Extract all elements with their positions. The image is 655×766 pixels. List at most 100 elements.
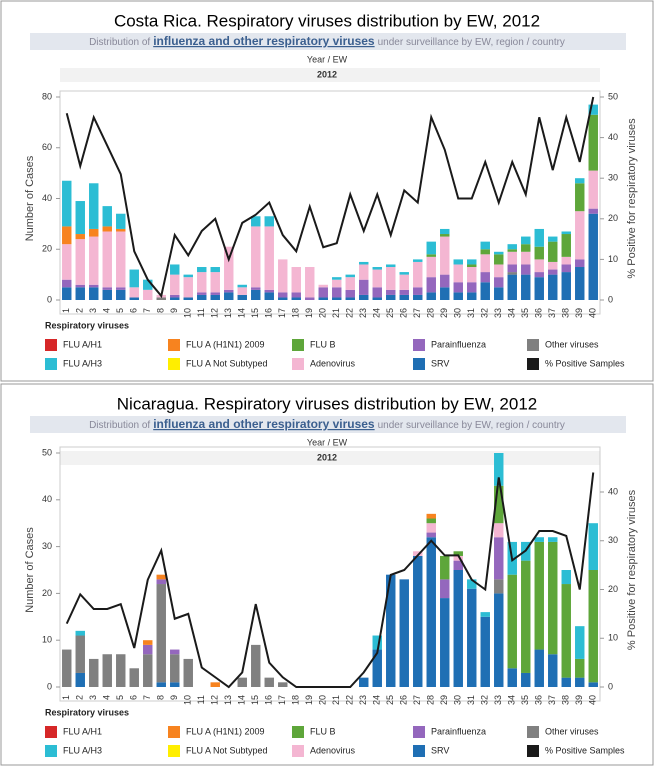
subtitle-band bbox=[30, 416, 626, 433]
x-tick-label: 2 bbox=[75, 308, 85, 313]
bar-segment bbox=[588, 523, 598, 570]
bar-segment bbox=[278, 682, 288, 687]
x-tick-label: 11 bbox=[196, 695, 206, 704]
legend-swatch bbox=[527, 745, 539, 757]
x-tick-label: 21 bbox=[331, 695, 341, 705]
bar-segment bbox=[426, 277, 436, 293]
bar-segment bbox=[426, 537, 436, 687]
x-tick-label: 15 bbox=[250, 308, 260, 318]
bar-segment bbox=[170, 682, 180, 687]
bar-segment bbox=[548, 236, 558, 242]
x-tick-label: 15 bbox=[250, 695, 260, 705]
bar-segment bbox=[237, 284, 247, 288]
legend-swatch bbox=[168, 339, 180, 351]
y2-tick-label: 0 bbox=[608, 294, 613, 304]
bar-segment bbox=[413, 551, 423, 556]
bar-segment bbox=[521, 274, 531, 300]
bar-segment bbox=[345, 297, 355, 300]
legend-swatch bbox=[527, 726, 539, 738]
year-band bbox=[60, 68, 600, 82]
subtitle-part: under surveillance by EW, region / count… bbox=[378, 37, 565, 48]
subtitle-part: Distribution of bbox=[89, 420, 150, 431]
bar-segment bbox=[413, 259, 423, 262]
x-tick-label: 32 bbox=[480, 695, 490, 705]
bar-segment bbox=[210, 267, 220, 273]
x-tick-label: 17 bbox=[277, 695, 287, 705]
bar-segment bbox=[453, 560, 463, 570]
x-tick-label: 3 bbox=[88, 308, 98, 313]
legend-swatch bbox=[413, 745, 425, 757]
bar-segment bbox=[534, 541, 544, 650]
bar-segment bbox=[413, 294, 423, 300]
legend-title: Respiratory viruses bbox=[45, 707, 129, 717]
bar-segment bbox=[278, 259, 288, 293]
x-tick-label: 14 bbox=[237, 308, 247, 318]
bar-segment bbox=[521, 560, 531, 673]
bar-segment bbox=[359, 264, 369, 280]
x-tick-label: 7 bbox=[142, 308, 152, 313]
bar-segment bbox=[359, 294, 369, 300]
x-tick-label: 31 bbox=[466, 308, 476, 318]
bar-segment bbox=[197, 292, 207, 295]
x-tick-label: 16 bbox=[264, 308, 274, 318]
x-tick-label: 1 bbox=[61, 695, 71, 700]
bar-segment bbox=[237, 287, 247, 295]
bar-segment bbox=[251, 216, 261, 227]
bar-segment bbox=[224, 289, 234, 293]
bar-segment bbox=[129, 297, 139, 300]
y-tick-label: 0 bbox=[47, 294, 52, 304]
bar-segment bbox=[102, 654, 112, 687]
x-tick-label: 21 bbox=[331, 308, 341, 318]
chart-title: Nicaragua. Respiratory viruses distribut… bbox=[117, 394, 537, 413]
x-tick-label: 17 bbox=[277, 308, 287, 318]
bar-segment bbox=[399, 294, 409, 300]
bar-segment bbox=[345, 289, 355, 298]
bar-segment bbox=[75, 201, 85, 235]
bar-segment bbox=[494, 254, 504, 265]
y2-tick-label: 20 bbox=[608, 213, 618, 223]
bar-segment bbox=[575, 259, 585, 268]
x-tick-label: 12 bbox=[210, 695, 220, 705]
bar-segment bbox=[467, 259, 477, 265]
bar-segment bbox=[75, 635, 85, 673]
bar-segment bbox=[116, 287, 126, 290]
y-tick-label: 40 bbox=[42, 193, 52, 203]
bar-segment bbox=[62, 226, 72, 245]
subtitle-part: under surveillance by EW, region / count… bbox=[378, 420, 565, 431]
bar-segment bbox=[467, 579, 477, 589]
legend-swatch bbox=[168, 726, 180, 738]
bar-segment bbox=[197, 272, 207, 293]
bar-segment bbox=[426, 241, 436, 255]
bar-segment bbox=[494, 287, 504, 300]
legend-swatch bbox=[292, 339, 304, 351]
x-tick-label: 35 bbox=[520, 308, 530, 318]
bar-segment bbox=[467, 267, 477, 283]
bar-segment bbox=[426, 256, 436, 278]
bar-segment bbox=[359, 279, 369, 295]
bar-segment bbox=[318, 287, 328, 298]
bar-segment bbox=[426, 513, 436, 519]
bar-segment bbox=[426, 523, 436, 533]
y-tick-label: 40 bbox=[42, 494, 52, 504]
bar-segment bbox=[210, 272, 220, 293]
bar-segment bbox=[399, 579, 409, 687]
y2-tick-label: 40 bbox=[608, 132, 618, 142]
x-tick-label: 20 bbox=[318, 695, 328, 705]
y-tick-label: 20 bbox=[42, 244, 52, 254]
bar-segment bbox=[305, 297, 315, 300]
x-tick-label: 34 bbox=[507, 308, 517, 318]
x-tick-label: 13 bbox=[223, 695, 233, 705]
x-tick-label: 34 bbox=[507, 695, 517, 705]
x-tick-label: 8 bbox=[156, 308, 166, 313]
bar-segment bbox=[129, 287, 139, 298]
bar-segment bbox=[494, 523, 504, 538]
bar-segment bbox=[575, 183, 585, 212]
bar-segment bbox=[224, 292, 234, 300]
bar-segment bbox=[480, 612, 490, 617]
x-tick-label: 13 bbox=[223, 308, 233, 318]
bar-segment bbox=[116, 231, 126, 288]
bar-segment bbox=[534, 246, 544, 260]
bar-segment bbox=[89, 658, 99, 687]
bar-segment bbox=[372, 297, 382, 300]
legend-label: FLU B bbox=[310, 726, 336, 736]
